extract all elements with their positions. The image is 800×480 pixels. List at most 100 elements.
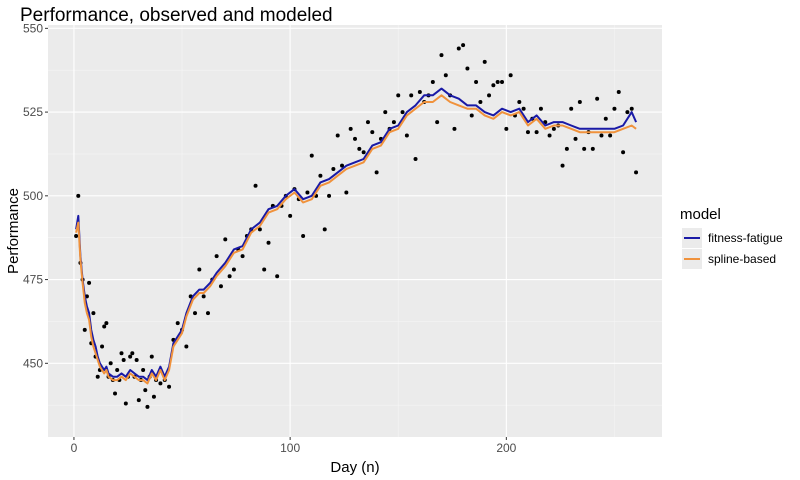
y-tick-label: 525 [23,105,43,119]
observed-point [123,401,128,406]
observed-point [525,130,530,135]
observed-point [231,267,236,272]
observed-point [478,100,483,105]
observed-point [309,153,314,158]
observed-point [577,100,582,105]
observed-points [74,43,639,409]
observed-point [82,327,87,332]
observed-point [143,388,148,393]
observed-point [141,368,146,373]
observed-point [119,351,124,356]
observed-point [275,274,280,279]
observed-point [508,73,513,78]
observed-point [76,193,81,198]
series-line-spline-based [75,94,637,385]
x-tick-label: 200 [496,441,516,455]
observed-point [443,73,448,78]
observed-point [227,274,232,279]
observed-point [621,150,626,155]
observed-point [104,321,109,326]
observed-point [214,254,219,259]
observed-point [100,344,105,349]
observed-point [491,83,496,88]
observed-point [301,234,306,239]
observed-point [521,106,526,111]
observed-point [409,93,414,98]
observed-point [102,324,107,329]
observed-point [573,136,578,141]
axis-ticks: 0 100 200 450 475 500 525 550 [23,21,517,455]
x-tick-label: 100 [280,441,300,455]
observed-point [634,170,639,175]
observed-point [91,311,96,316]
observed-point [435,120,440,125]
observed-point [469,113,474,118]
observed-point [357,146,362,151]
observed-point [145,404,150,409]
observed-point [331,167,336,172]
observed-point [128,354,133,359]
y-tick-label: 500 [23,189,43,203]
observed-point [452,126,457,131]
observed-point [612,106,617,111]
observed-point [430,79,435,84]
observed-point [361,150,366,155]
observed-point [348,126,353,131]
y-axis-title: Performance [5,188,22,274]
observed-point [175,321,180,326]
observed-point [482,59,487,64]
observed-point [391,120,396,125]
x-axis-title: Day (n) [330,459,379,476]
observed-point [344,190,349,195]
model-lines [75,87,638,385]
observed-point [608,133,613,138]
observed-point [223,237,228,242]
observed-point [374,170,379,175]
legend-label-fitness-fatigue: fitness-fatigue [708,231,783,245]
observed-point [134,357,139,362]
observed-point [121,357,126,362]
observed-point [595,96,600,101]
legend-title: model [680,206,721,223]
observed-point [370,130,375,135]
observed-point [534,130,539,135]
observed-point [318,173,323,178]
legend: model fitness-fatigue spline-based [680,206,783,269]
observed-point [487,93,492,98]
observed-point [365,120,370,125]
observed-point [564,146,569,151]
observed-point [517,100,522,105]
observed-point [439,53,444,58]
observed-point [625,110,630,115]
y-tick-label: 550 [23,21,43,35]
observed-point [340,163,345,168]
observed-point [353,136,357,141]
observed-point [201,294,206,299]
legend-label-spline-based: spline-based [708,252,776,266]
chart-title: Performance, observed and modeled [20,5,333,26]
observed-point [74,234,79,239]
observed-point [413,156,418,161]
observed-point [218,284,223,289]
observed-point [504,126,509,131]
observed-point [400,110,405,115]
observed-point [603,116,608,121]
observed-point [266,240,271,245]
observed-point [456,46,461,51]
observed-point [616,89,621,94]
observed-point [151,394,156,399]
observed-point [500,79,505,84]
observed-point [569,106,574,111]
observed-point [538,106,543,111]
x-tick-label: 0 [71,441,78,455]
observed-point [383,110,388,115]
observed-point [396,93,401,98]
observed-point [95,374,100,379]
observed-point [87,280,92,285]
observed-point [149,354,154,359]
observed-point [108,361,113,366]
observed-point [184,344,189,349]
y-tick-label: 450 [23,356,43,370]
observed-point [115,368,120,373]
observed-point [158,381,163,386]
